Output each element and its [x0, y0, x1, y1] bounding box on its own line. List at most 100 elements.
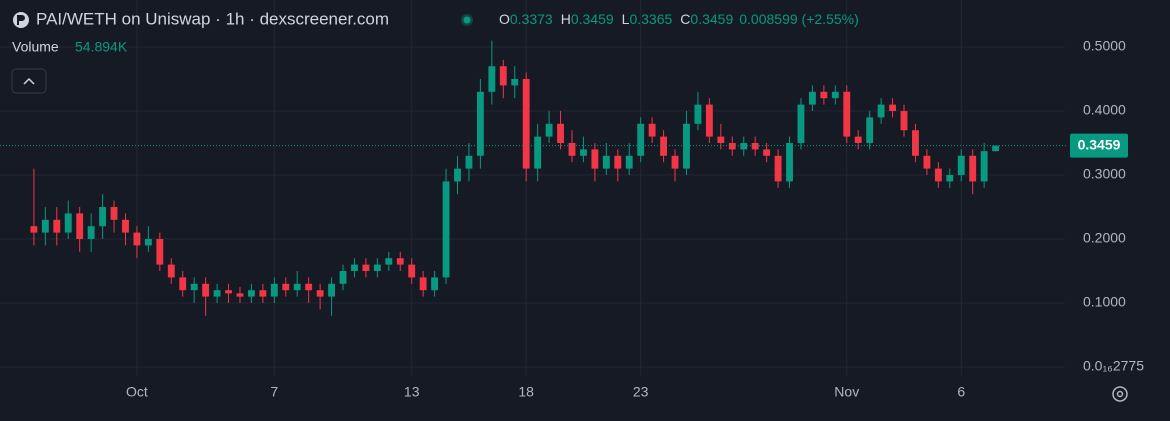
candles: [30, 40, 1000, 316]
candle-body: [534, 136, 542, 169]
y-tick-label: 0.2000: [1083, 230, 1126, 246]
x-tick-label: Oct: [126, 384, 148, 400]
candle-body: [889, 104, 896, 111]
candle-body: [316, 290, 324, 297]
candle-body: [305, 283, 313, 291]
candle-body: [499, 66, 507, 86]
candle-body: [568, 143, 576, 156]
candle-body: [351, 264, 358, 271]
grid: [0, 0, 1065, 375]
candle-body: [557, 123, 564, 143]
candle-body: [133, 232, 141, 246]
x-tick-label: 7: [270, 384, 278, 400]
candle-body: [270, 283, 278, 297]
candle-body: [522, 79, 530, 169]
candle-body: [728, 143, 736, 150]
candle-body: [614, 155, 622, 169]
candle-body: [293, 283, 301, 291]
candle-body: [110, 207, 118, 220]
candle-body: [797, 104, 805, 143]
candle-body: [144, 239, 152, 246]
candle-body: [87, 226, 95, 239]
candle-body: [786, 143, 793, 182]
x-tick-label: 18: [518, 384, 534, 400]
collapse-button[interactable]: [11, 68, 47, 94]
candle-body: [637, 123, 645, 156]
candle-body: [980, 151, 988, 182]
candle-body: [476, 91, 484, 156]
ohlc-key: L: [622, 11, 630, 27]
candle-body: [236, 293, 244, 297]
volume-label: Volume: [12, 39, 59, 55]
candle-body: [122, 219, 129, 233]
settings-button[interactable]: [1112, 386, 1128, 402]
candle-body: [969, 155, 977, 182]
ohlc-key: C: [680, 11, 690, 27]
candle-body: [900, 111, 908, 131]
candle-body: [190, 283, 198, 291]
chart-title: PAI/WETH on Uniswap · 1h · dexscreener.c…: [36, 9, 389, 28]
ohlc-value: 0.3365: [629, 11, 672, 27]
candle-body: [820, 91, 828, 99]
candle-body: [167, 264, 175, 278]
candle-body: [202, 283, 210, 297]
candle-body: [648, 123, 656, 137]
candle-body: [76, 213, 84, 239]
candle-body: [591, 149, 599, 169]
candle-body: [740, 143, 748, 150]
candle-body: [362, 264, 370, 271]
candle-body: [465, 155, 473, 169]
candle-body: [671, 155, 679, 169]
y-tick-label: 0.5000: [1083, 38, 1126, 54]
candle-body: [213, 290, 221, 297]
candle-body: [511, 79, 519, 86]
ohlc-key: O: [499, 11, 510, 27]
candle-body: [431, 277, 439, 291]
candle-body: [866, 117, 874, 143]
candle-body: [41, 219, 49, 233]
candle-body: [602, 155, 610, 169]
candle-body: [843, 91, 851, 137]
y-tick-label: 0.4000: [1083, 102, 1126, 118]
candle-body: [992, 145, 1000, 152]
candle-body: [545, 123, 553, 137]
x-tick-label: 6: [957, 384, 965, 400]
last-price-box: [1070, 133, 1128, 158]
candle-body: [328, 283, 335, 297]
candle-body: [53, 219, 61, 233]
y-tick-label: 0.0₁₆2775: [1083, 358, 1144, 374]
candle-body: [339, 271, 347, 284]
candle-body: [282, 283, 290, 291]
y-tick-label: 0.1000: [1083, 294, 1126, 310]
candle-body: [808, 91, 816, 105]
candle-body: [454, 168, 461, 182]
candle-body: [442, 181, 450, 278]
candle-body: [934, 168, 942, 182]
ohlc-legend: O0.3373 H0.3459 L0.3365 C0.3459 0.008599 (+2…: [499, 11, 859, 27]
status-dot: [463, 16, 471, 24]
candle-body: [488, 66, 496, 92]
candle-body: [30, 226, 38, 233]
change: 0.008599 (+2.55%): [739, 11, 858, 27]
candle-body: [385, 258, 393, 265]
x-tick-label: Nov: [834, 384, 859, 400]
candle-body: [396, 258, 404, 265]
candle-body: [831, 91, 839, 99]
candle-body: [946, 175, 954, 182]
candle-body: [660, 136, 668, 156]
logo: [13, 12, 29, 28]
candle-body: [683, 123, 690, 169]
candle-body: [99, 207, 107, 227]
candle-body: [877, 104, 885, 118]
x-tick-label: 13: [404, 384, 420, 400]
ohlc-value: 0.3459: [690, 11, 733, 27]
candle-body: [957, 155, 965, 175]
candle-body: [763, 149, 771, 156]
y-tick-label: 0.3000: [1083, 166, 1126, 182]
candle-body: [247, 290, 255, 297]
ohlc-text: O0.3373 H0.3459 L0.3365 C0.3459 0.008599 (+2…: [499, 11, 859, 27]
candle-body: [419, 277, 427, 291]
ohlc-value: 0.3459: [571, 11, 614, 27]
